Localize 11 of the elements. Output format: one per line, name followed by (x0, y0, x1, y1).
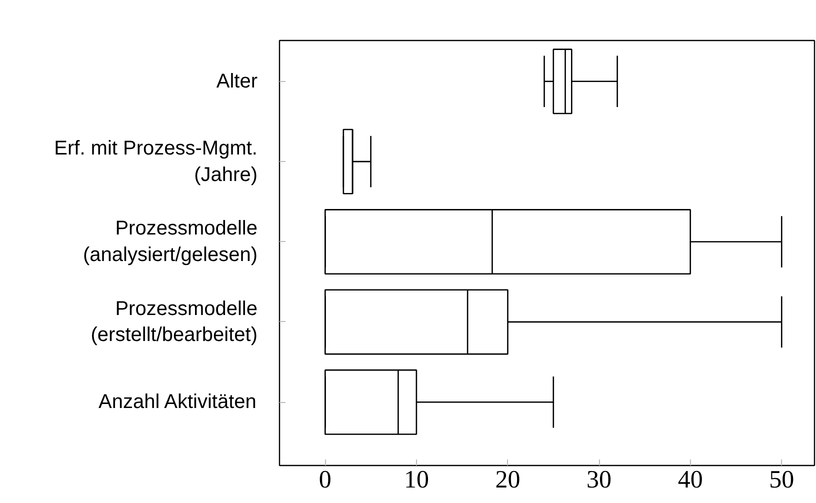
x-tick-label: 20 (495, 466, 520, 494)
x-tick-label: 0 (318, 466, 332, 494)
x-tick-label: 10 (404, 466, 429, 494)
y-tick-label: Prozessmodelle (erstellt/bearbeitet) (90, 298, 258, 346)
y-tick-label: Anzahl Aktivitäten (98, 391, 256, 414)
x-tick-label: 40 (678, 466, 703, 494)
x-tick-label: 30 (586, 466, 612, 494)
y-tick-label: Alter (216, 70, 258, 92)
y-tick-label: Prozessmodelle (analysiert/gelesen) (82, 218, 258, 266)
x-tick-label: 50 (769, 466, 794, 494)
y-tick-label: Erf. mit Prozess-Mgmt. (Jahre) (54, 137, 258, 186)
